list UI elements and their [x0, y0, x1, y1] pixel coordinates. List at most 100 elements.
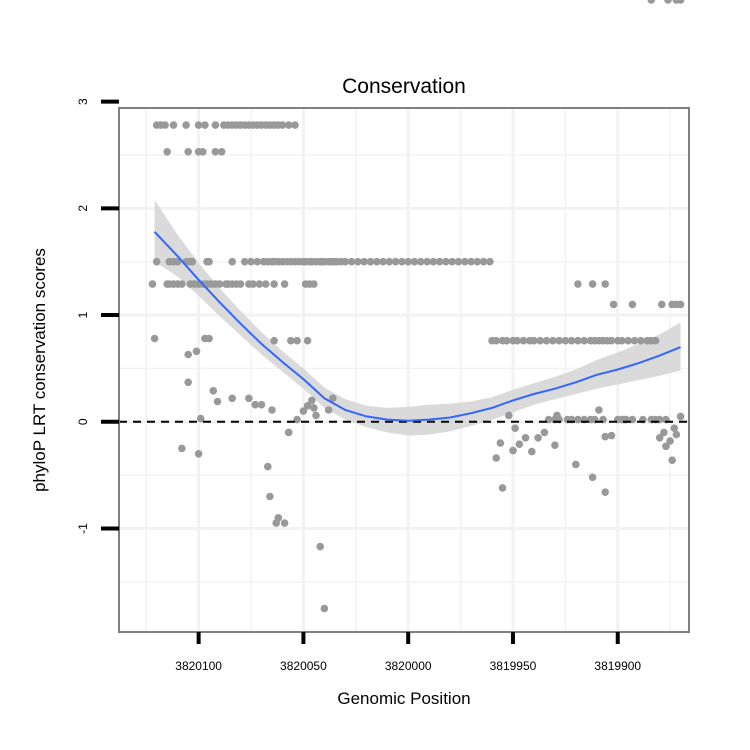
data-point — [312, 411, 320, 420]
data-point — [502, 336, 511, 345]
data-point — [284, 121, 293, 129]
data-point — [278, 121, 287, 129]
data-point — [215, 280, 224, 288]
data-point — [255, 280, 264, 288]
data-point — [320, 604, 329, 613]
data-point — [461, 257, 469, 266]
data-point — [574, 415, 582, 424]
data-point — [266, 492, 274, 501]
data-point — [555, 336, 563, 345]
data-point — [184, 350, 192, 359]
data-point — [670, 424, 679, 433]
data-point — [240, 257, 249, 266]
y-tick-label: 3 — [76, 98, 90, 105]
y-tick-label: 2 — [76, 205, 90, 212]
data-point — [672, 430, 681, 439]
data-point — [572, 460, 580, 469]
data-point — [211, 148, 220, 156]
data-point — [398, 257, 406, 266]
data-point — [637, 336, 645, 345]
data-point — [280, 519, 289, 527]
data-point — [249, 280, 257, 288]
data-point — [178, 280, 186, 288]
data-point — [542, 336, 551, 345]
data-point — [209, 387, 218, 395]
data-point — [205, 334, 213, 343]
data-point — [205, 257, 213, 266]
y-tick-label: 0 — [76, 418, 90, 425]
data-point — [601, 488, 609, 497]
data-point — [329, 394, 337, 403]
data-point — [152, 257, 161, 266]
data-point — [194, 450, 203, 458]
data-point — [280, 280, 289, 288]
data-point — [534, 434, 542, 442]
data-point — [417, 257, 425, 266]
x-tick-label: 3820050 — [280, 659, 327, 673]
data-point — [270, 336, 278, 345]
data-point — [511, 424, 519, 433]
data-point — [521, 434, 530, 442]
data-point — [257, 400, 266, 409]
data-point — [536, 336, 544, 345]
data-point — [287, 336, 295, 345]
data-point — [595, 406, 603, 414]
data-point — [515, 440, 524, 449]
data-point — [228, 394, 236, 403]
data-point — [251, 400, 259, 409]
data-point — [519, 336, 528, 345]
data-point — [454, 257, 463, 266]
data-point — [666, 437, 674, 445]
data-point — [492, 336, 501, 345]
data-point — [528, 447, 536, 456]
data-point — [607, 431, 616, 440]
data-point — [184, 148, 192, 156]
x-tick-label: 3819900 — [594, 659, 641, 673]
data-point — [228, 257, 236, 266]
data-point — [299, 407, 308, 415]
data-point — [199, 148, 207, 156]
data-point — [513, 336, 521, 345]
data-point — [509, 446, 517, 455]
data-point — [385, 257, 394, 266]
data-point — [588, 473, 597, 482]
data-point — [505, 411, 513, 420]
data-point — [628, 300, 637, 309]
data-point — [213, 397, 222, 406]
smooth-fit-line — [153, 231, 681, 422]
data-point — [423, 257, 431, 266]
data-point — [268, 406, 276, 414]
data-point — [201, 121, 209, 129]
data-point — [668, 456, 676, 465]
data-point — [217, 148, 226, 156]
data-point — [496, 439, 505, 447]
data-point — [601, 280, 609, 288]
data-point — [261, 280, 270, 288]
data-point — [284, 428, 293, 437]
data-point — [291, 121, 299, 129]
data-point — [479, 257, 488, 266]
data-point — [310, 280, 318, 288]
data-point — [574, 336, 582, 345]
data-point — [253, 257, 262, 266]
x-axis: 3820100 3820050 3820000 3819950 3819900 — [175, 632, 641, 673]
data-point — [324, 406, 333, 414]
panel-border — [118, 107, 690, 633]
data-point — [624, 336, 632, 345]
data-point — [676, 412, 685, 421]
data-point — [192, 347, 201, 356]
data-point — [651, 336, 660, 345]
data-point — [601, 432, 609, 441]
data-point — [567, 336, 576, 345]
data-points — [148, 0, 685, 613]
data-point — [588, 280, 597, 288]
data-point — [404, 257, 413, 266]
data-point — [247, 257, 255, 266]
data-point — [308, 396, 316, 405]
data-point — [347, 257, 356, 266]
plot-panel — [118, 0, 690, 633]
data-point — [553, 411, 561, 420]
y-axis: 3 2 1 0 -1 — [76, 98, 119, 534]
data-point — [580, 336, 588, 345]
data-point — [442, 257, 450, 266]
